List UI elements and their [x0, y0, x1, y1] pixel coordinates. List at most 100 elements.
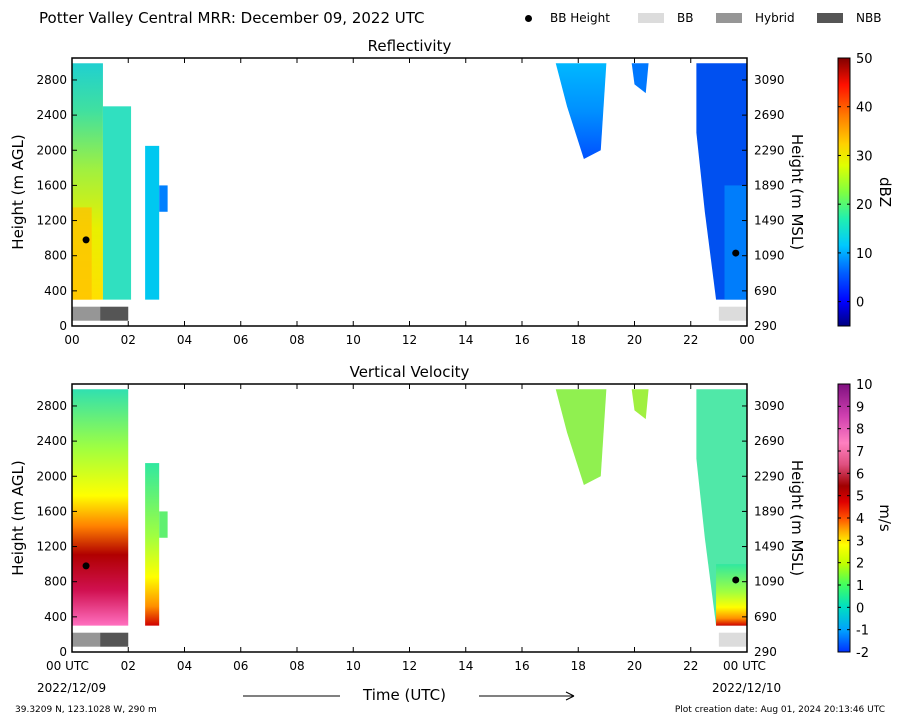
colorbar-tick-label: 8 — [856, 423, 864, 438]
y-right-tick-label: 690 — [754, 284, 777, 298]
y-right-tick-label: 2290 — [754, 469, 785, 483]
x-tick-label: 00 UTC — [46, 659, 89, 673]
bb-type-segment — [100, 632, 129, 647]
bb-height-point — [82, 562, 90, 570]
x-tick-label: 10 — [346, 333, 361, 347]
colorbar-tick-label: 4 — [856, 512, 864, 527]
colorbar-label: m/s — [876, 504, 894, 532]
echo-field — [72, 63, 747, 300]
legend-hybrid-swatch — [716, 13, 742, 23]
legend-hybrid: Hybrid — [716, 11, 795, 25]
legend-bb-label: BB — [677, 11, 694, 25]
colorbar-tick-label: 40 — [856, 101, 873, 116]
y-right-tick-label: 1490 — [754, 214, 785, 228]
y-tick-label: 2000 — [36, 469, 67, 483]
y-right-tick-label: 1090 — [754, 249, 785, 263]
panel-title: Vertical Velocity — [350, 363, 470, 381]
bb-type-segment — [718, 632, 747, 647]
colorbar — [837, 57, 851, 327]
colorbar-tick-label: 1 — [856, 579, 864, 594]
colorbar-tick-label: 0 — [856, 601, 864, 616]
x-tick-label: 12 — [402, 333, 417, 347]
y-tick-label: 800 — [44, 575, 67, 589]
footer-location: 39.3209 N, 123.1028 W, 290 m — [15, 705, 157, 715]
y-right-tick-label: 1090 — [754, 575, 785, 589]
colorbar-tick-label: 7 — [856, 445, 864, 460]
y-tick-label: 1600 — [36, 178, 67, 192]
colorbar-tick-label: 3 — [856, 534, 864, 549]
x-tick-label: 08 — [289, 659, 304, 673]
y-right-tick-label: 1890 — [754, 504, 785, 518]
colorbar-tick-label: 20 — [856, 198, 873, 213]
x-tick-label: 10 — [346, 659, 361, 673]
bb-type-segment — [100, 306, 129, 321]
bb-type-segment — [72, 306, 101, 321]
y-axis-label: Height (m AGL) — [9, 460, 27, 575]
x-tick-label: 20 — [627, 659, 642, 673]
colorbar-tick-label: 50 — [856, 52, 873, 67]
bb-type-segment — [72, 632, 101, 647]
x-tick-label: 22 — [683, 333, 698, 347]
colorbar-tick-label: 5 — [856, 490, 864, 505]
x-tick-label: 12 — [402, 659, 417, 673]
y-right-tick-label: 690 — [754, 610, 777, 624]
x-axis-label: Time (UTC) — [363, 686, 446, 704]
bb-height-point — [732, 576, 740, 584]
y-right-tick-label: 3090 — [754, 399, 785, 413]
x-tick-label: 08 — [289, 333, 304, 347]
y-tick-label: 1200 — [36, 214, 67, 228]
x-tick-label: 14 — [458, 333, 473, 347]
x-tick-label: 06 — [233, 659, 248, 673]
colorbar-tick-label: 10 — [856, 247, 873, 262]
dot-icon — [525, 14, 532, 22]
bb-type-segment — [718, 306, 747, 321]
main-title: Potter Valley Central MRR: December 09, … — [39, 9, 425, 27]
y-tick-label: 2800 — [36, 399, 67, 413]
x-tick-label: 04 — [177, 659, 192, 673]
legend-nbb-swatch — [817, 13, 843, 23]
x-tick-label: 04 — [177, 333, 192, 347]
end-date: 2022/12/10 — [712, 681, 782, 695]
y-right-tick-label: 1890 — [754, 178, 785, 192]
colorbar-tick-label: 0 — [856, 296, 864, 311]
x-tick-label: 06 — [233, 333, 248, 347]
x-tick-label: 16 — [514, 659, 529, 673]
footer-creation-date: Plot creation date: Aug 01, 2024 20:13:4… — [674, 705, 885, 715]
y-tick-label: 2400 — [36, 108, 67, 122]
x-tick-label: 14 — [458, 659, 473, 673]
x-tick-label: 02 — [121, 659, 136, 673]
colorbar-tick-label: 30 — [856, 149, 873, 164]
y-tick-label: 1200 — [36, 540, 67, 554]
y-right-tick-label: 290 — [754, 319, 777, 333]
x-tick-label: 02 — [121, 333, 136, 347]
y-axis-label-right: Height (m MSL) — [788, 134, 806, 250]
y-axis-label-right: Height (m MSL) — [788, 460, 806, 576]
y-tick-label: 400 — [44, 610, 67, 624]
panel-title: Reflectivity — [368, 37, 452, 55]
y-right-tick-label: 3090 — [754, 73, 785, 87]
y-axis-label: Height (m AGL) — [9, 134, 27, 249]
y-right-tick-label: 2690 — [754, 434, 785, 448]
colorbar-tick-label: 10 — [856, 378, 873, 393]
x-tick-label: 00 UTC — [723, 659, 766, 673]
legend-bb-height: BB Height — [525, 11, 610, 25]
colorbar-tick-label: 6 — [856, 467, 864, 482]
y-tick-label: 2400 — [36, 434, 67, 448]
x-tick-label: 22 — [683, 659, 698, 673]
legend-bb-swatch — [638, 13, 664, 23]
echo-field — [72, 389, 747, 626]
y-right-tick-label: 1490 — [754, 540, 785, 554]
y-tick-label: 1600 — [36, 504, 67, 518]
y-right-tick-label: 2290 — [754, 143, 785, 157]
legend-hybrid-label: Hybrid — [755, 11, 795, 25]
y-tick-label: 2000 — [36, 143, 67, 157]
arrow-right-icon — [565, 691, 575, 701]
legend-bb: BB — [638, 11, 693, 25]
colorbar-tick-label: -1 — [856, 624, 869, 639]
legend-nbb: NBB — [817, 11, 881, 25]
y-tick-label: 0 — [59, 645, 67, 659]
colorbar-tick-label: 9 — [856, 400, 864, 415]
colorbar-label: dBZ — [876, 177, 894, 207]
